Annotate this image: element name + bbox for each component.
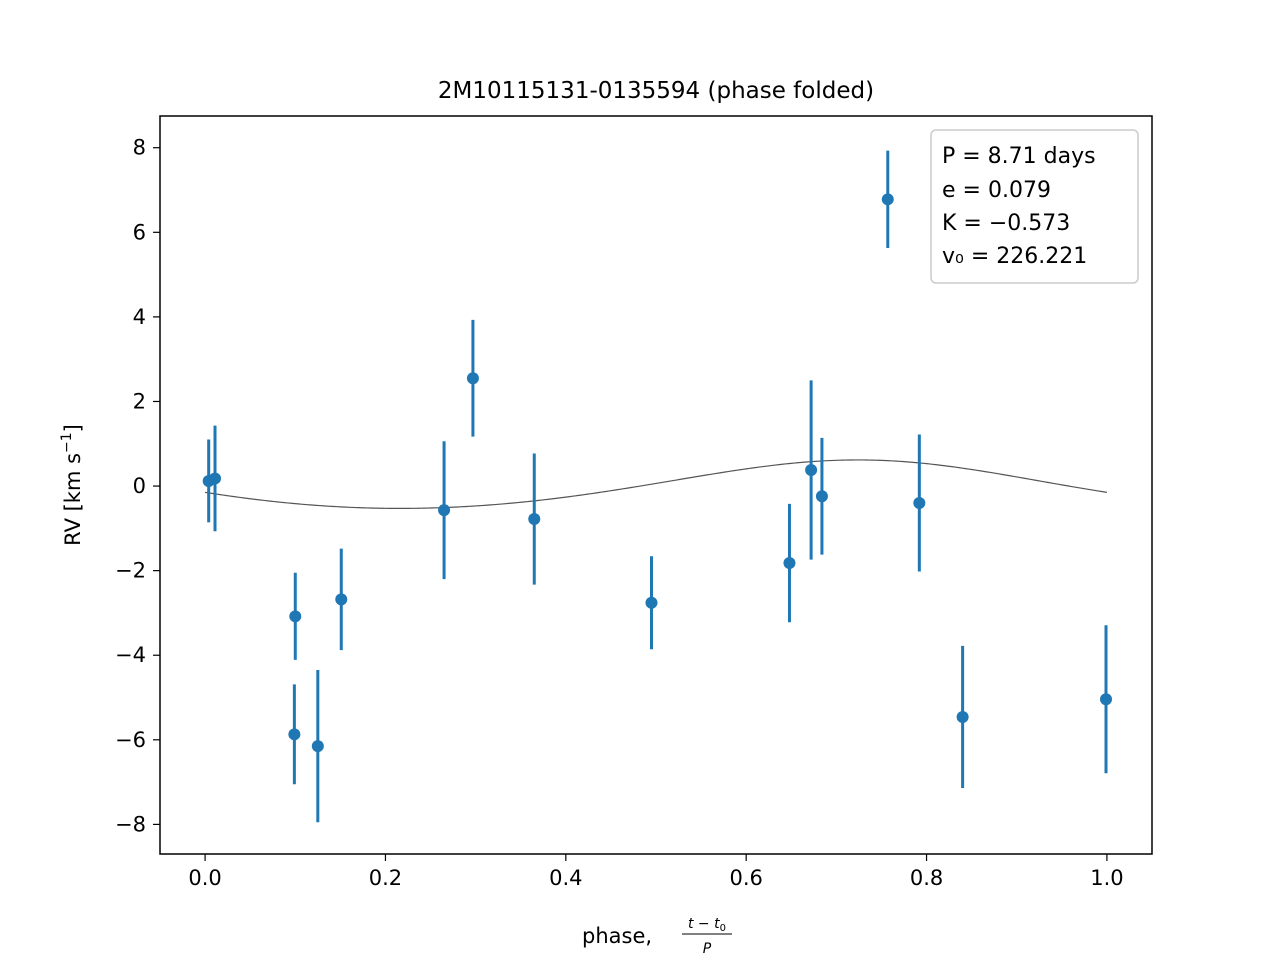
y-tick-label: −6: [115, 728, 146, 752]
y-tick-label: 2: [133, 389, 146, 413]
plot-area: [202, 150, 1113, 823]
x-tick-label: 0.8: [910, 866, 943, 890]
y-tick-label: −8: [115, 812, 146, 836]
data-point: [783, 557, 796, 570]
x-axis-label-numerator: t − t0: [688, 916, 726, 934]
data-point: [528, 513, 541, 526]
x-tick-label: 0.6: [729, 866, 762, 890]
data-point: [881, 193, 894, 206]
data-point: [438, 504, 451, 517]
axes-frame: [159, 115, 1153, 855]
data-point: [209, 472, 222, 485]
y-tick-label: 0: [133, 474, 146, 498]
y-tick-label: 6: [133, 220, 146, 244]
x-axis-label-denominator: P: [703, 941, 712, 957]
param-period: P = 8.71 days: [942, 144, 1096, 169]
data-point: [466, 372, 479, 385]
param-systemic-velocity: v₀ = 226.221: [942, 244, 1087, 269]
x-axis-label-text: phase,: [582, 924, 652, 948]
data-point: [956, 710, 969, 723]
x-tick-label: 0.2: [369, 866, 402, 890]
y-tick-label: 8: [133, 136, 146, 160]
param-semi-amplitude: K = −0.573: [942, 211, 1070, 236]
data-point: [913, 496, 926, 509]
y-axis: 8 6 4 2 0 −2 −4 −6 −8: [115, 136, 160, 836]
param-eccentricity: e = 0.079: [942, 178, 1051, 203]
data-point: [311, 740, 324, 753]
data-point: [335, 593, 348, 606]
data-point: [1100, 693, 1113, 706]
parameter-box: P = 8.71 days e = 0.079 K = −0.573 v₀ = …: [930, 129, 1139, 284]
x-axis: 0.0 0.2 0.4 0.6 0.8 1.0: [188, 854, 1124, 890]
data-point: [289, 610, 302, 623]
model-curve: [204, 459, 1108, 509]
y-tick-label: −4: [115, 643, 146, 667]
x-axis-label: phase, t − t0 P: [582, 916, 732, 957]
y-axis-label: RV [km s−1]: [59, 424, 85, 546]
x-tick-label: 0.4: [549, 866, 582, 890]
data-point: [645, 596, 658, 609]
x-tick-label: 0.0: [188, 866, 221, 890]
data-point: [805, 463, 818, 476]
data-point: [288, 728, 301, 741]
y-tick-label: 4: [133, 305, 146, 329]
data-point: [815, 490, 828, 503]
chart-title: 2M10115131-0135594 (phase folded): [438, 78, 874, 104]
x-tick-label: 1.0: [1090, 866, 1123, 890]
y-tick-label: −2: [115, 559, 146, 583]
parameter-box-frame: [930, 129, 1139, 284]
